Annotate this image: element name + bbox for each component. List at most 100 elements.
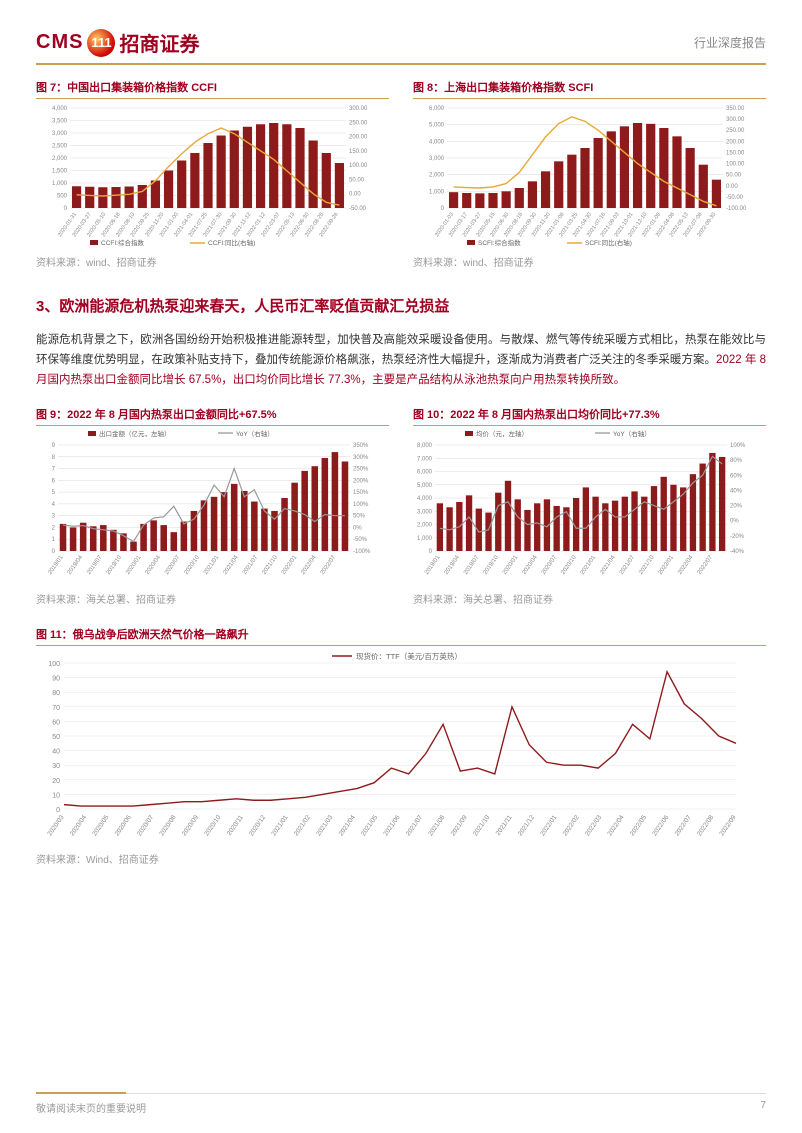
svg-text:YoY（右轴）: YoY（右轴） xyxy=(613,429,651,438)
svg-text:40%: 40% xyxy=(730,489,743,495)
section-3-title: 3、欧洲能源危机热泵迎来春天，人民币汇率贬值贡献汇兑损益 xyxy=(36,295,766,316)
svg-text:100%: 100% xyxy=(730,443,746,449)
svg-text:150%: 150% xyxy=(353,490,369,496)
svg-text:0%: 0% xyxy=(730,519,739,525)
svg-text:2020/05: 2020/05 xyxy=(91,814,110,838)
chart-10-src: 资料来源：海关总署、招商证券 xyxy=(413,591,766,606)
svg-text:0: 0 xyxy=(64,206,68,212)
svg-text:8: 8 xyxy=(52,455,56,461)
svg-text:6,000: 6,000 xyxy=(429,106,445,112)
svg-text:2021/01: 2021/01 xyxy=(270,814,289,838)
svg-text:现货价：TTF（美元/百万英热）: 现货价：TTF（美元/百万英热） xyxy=(356,651,462,661)
svg-text:5,000: 5,000 xyxy=(429,123,445,129)
chart-9-title: 图 9：2022 年 8 月国内热泵出口金额同比+67.5% xyxy=(36,406,389,426)
section-3-plain: 能源危机背景之下，欧洲各国纷纷开始积极推进能源转型，加快普及高能效采暖设备使用。… xyxy=(36,334,766,366)
svg-text:1,500: 1,500 xyxy=(52,169,68,175)
svg-text:50.00: 50.00 xyxy=(726,173,742,179)
svg-text:2022/09: 2022/09 xyxy=(718,814,737,838)
svg-text:0: 0 xyxy=(429,549,433,555)
svg-text:7,000: 7,000 xyxy=(417,457,433,463)
svg-text:2020/01: 2020/01 xyxy=(502,555,520,577)
page-number: 7 xyxy=(760,1100,766,1115)
svg-text:6,000: 6,000 xyxy=(417,470,433,476)
svg-text:2022/01: 2022/01 xyxy=(281,555,299,577)
svg-text:0.00: 0.00 xyxy=(726,184,738,190)
footer-note: 敬请阅读末页的重要说明 xyxy=(36,1100,146,1115)
svg-text:2020/07: 2020/07 xyxy=(136,814,155,838)
svg-text:100.00: 100.00 xyxy=(349,163,368,169)
svg-text:2021/04: 2021/04 xyxy=(223,555,241,577)
svg-text:7: 7 xyxy=(52,467,56,473)
section-3-body: 能源危机背景之下，欧洲各国纷纷开始积极推进能源转型，加快普及高能效采暖设备使用。… xyxy=(36,330,766,390)
svg-text:3,000: 3,000 xyxy=(429,156,445,162)
svg-text:-20%: -20% xyxy=(730,534,745,540)
svg-text:3,500: 3,500 xyxy=(52,119,68,125)
svg-text:2021/10: 2021/10 xyxy=(261,555,279,577)
svg-text:100: 100 xyxy=(48,661,60,668)
svg-text:2021/10: 2021/10 xyxy=(472,814,491,838)
chart-11-src: 资料来源：Wind、招商证券 xyxy=(36,851,766,866)
svg-text:-50.00: -50.00 xyxy=(726,195,744,201)
chart-8-title: 图 8：上海出口集装箱价格指数 SCFI xyxy=(413,79,766,99)
chart-7: 图 7：中国出口集装箱价格指数 CCFI 05001,0001,5002,000… xyxy=(36,79,389,279)
svg-text:3: 3 xyxy=(52,514,56,520)
chart-11: 图 11：俄乌战争后欧洲天然气价格一路飙升 010203040506070809… xyxy=(36,626,766,866)
svg-text:200.00: 200.00 xyxy=(349,135,368,141)
svg-text:250.00: 250.00 xyxy=(726,128,745,134)
svg-text:60%: 60% xyxy=(730,474,743,480)
svg-text:2019/07: 2019/07 xyxy=(463,555,481,577)
svg-text:300%: 300% xyxy=(353,455,369,461)
svg-text:2020/04: 2020/04 xyxy=(145,555,163,577)
svg-text:2020/08: 2020/08 xyxy=(158,814,177,838)
svg-text:2022/04: 2022/04 xyxy=(606,814,625,838)
svg-text:3,000: 3,000 xyxy=(52,131,68,137)
svg-text:2021/07: 2021/07 xyxy=(405,814,424,838)
svg-text:2019/10: 2019/10 xyxy=(483,555,501,577)
svg-text:2021/04: 2021/04 xyxy=(338,814,357,838)
svg-text:2020/09: 2020/09 xyxy=(181,814,200,838)
svg-text:2,500: 2,500 xyxy=(52,144,68,150)
svg-text:2022/04: 2022/04 xyxy=(677,555,695,577)
svg-text:100%: 100% xyxy=(353,502,369,508)
svg-text:300.00: 300.00 xyxy=(726,117,745,123)
svg-text:2020/07: 2020/07 xyxy=(164,555,182,577)
svg-text:200%: 200% xyxy=(353,479,369,485)
svg-text:350%: 350% xyxy=(353,443,369,449)
svg-text:2019/07: 2019/07 xyxy=(86,555,104,577)
svg-text:2020/07: 2020/07 xyxy=(541,555,559,577)
svg-text:300.00: 300.00 xyxy=(349,106,368,112)
svg-text:2020/11: 2020/11 xyxy=(226,814,245,837)
chart-8-src: 资料来源：wind、招商证券 xyxy=(413,254,766,269)
svg-text:2020/04: 2020/04 xyxy=(521,555,539,577)
svg-text:8,000: 8,000 xyxy=(417,443,433,449)
svg-text:80: 80 xyxy=(52,691,60,698)
svg-text:2019/04: 2019/04 xyxy=(67,555,85,577)
svg-text:40: 40 xyxy=(52,749,60,756)
svg-text:2021/06: 2021/06 xyxy=(382,814,401,838)
doc-type-label: 行业深度报告 xyxy=(694,34,766,51)
chart-7-svg: 05001,0001,5002,0002,5003,0003,5004,000-… xyxy=(36,102,376,252)
svg-text:-40%: -40% xyxy=(730,549,745,555)
svg-text:2022/07: 2022/07 xyxy=(697,555,715,577)
svg-text:90: 90 xyxy=(52,676,60,683)
svg-text:-50%: -50% xyxy=(353,538,368,544)
logo-icon: 111 xyxy=(87,29,115,57)
chart-10-title: 图 10：2022 年 8 月国内热泵出口均价同比+77.3% xyxy=(413,406,766,426)
svg-text:2021/08: 2021/08 xyxy=(427,814,446,838)
svg-text:SCFI:同比(右轴): SCFI:同比(右轴) xyxy=(585,238,632,247)
svg-text:60: 60 xyxy=(52,720,60,727)
chart-11-svg: 01020304050607080901002020/032020/042020… xyxy=(36,649,748,849)
svg-text:5: 5 xyxy=(52,490,56,496)
chart-8: 图 8：上海出口集装箱价格指数 SCFI 01,0002,0003,0004,0… xyxy=(413,79,766,279)
svg-text:1: 1 xyxy=(52,538,56,544)
svg-text:2020/03: 2020/03 xyxy=(46,814,65,838)
svg-text:9: 9 xyxy=(52,443,56,449)
svg-text:0.00: 0.00 xyxy=(349,192,361,198)
svg-text:250%: 250% xyxy=(353,467,369,473)
svg-text:2,000: 2,000 xyxy=(52,156,68,162)
svg-text:2019/10: 2019/10 xyxy=(106,555,124,577)
svg-text:2021/07: 2021/07 xyxy=(242,555,260,577)
svg-text:20%: 20% xyxy=(730,504,743,510)
svg-text:2022/01: 2022/01 xyxy=(539,814,558,838)
svg-text:2021/04: 2021/04 xyxy=(599,555,617,577)
